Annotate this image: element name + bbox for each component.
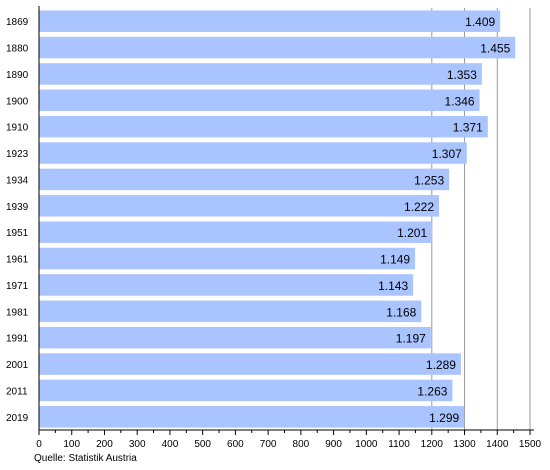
category-label-1951: 1951 xyxy=(6,228,29,239)
bar-1880 xyxy=(39,36,516,59)
x-tick-label-700: 700 xyxy=(260,439,277,450)
category-label-1880: 1880 xyxy=(6,44,29,55)
data-label-1971: 1.143 xyxy=(378,279,408,293)
category-label-1991: 1991 xyxy=(6,334,29,345)
category-label-1869: 1869 xyxy=(6,17,29,28)
x-tick-label-300: 300 xyxy=(129,439,146,450)
x-tick-label-400: 400 xyxy=(162,439,179,450)
data-label-1951: 1.201 xyxy=(397,226,427,240)
bar-1869 xyxy=(39,10,501,32)
category-label-1900: 1900 xyxy=(6,96,29,107)
bar-1923 xyxy=(39,142,467,164)
data-label-2011: 1.263 xyxy=(417,384,447,398)
data-label-1923: 1.307 xyxy=(432,147,462,161)
category-label-1934: 1934 xyxy=(6,175,29,186)
category-label-1961: 1961 xyxy=(6,255,29,266)
bars xyxy=(39,10,516,428)
data-label-1880: 1.455 xyxy=(480,42,510,56)
data-label-1981: 1.168 xyxy=(386,305,416,319)
data-label-1900: 1.346 xyxy=(445,94,475,108)
category-label-1890: 1890 xyxy=(6,70,29,81)
data-label-1910: 1.371 xyxy=(453,121,483,135)
x-tick-label-600: 600 xyxy=(227,439,244,450)
x-axis: 0 100 200 300 400 500 600 700 800 900 1000 1100 1200… xyxy=(36,6,542,450)
x-tick-label-500: 500 xyxy=(194,439,211,450)
bar-1910 xyxy=(39,115,488,138)
bar-2011 xyxy=(39,379,453,402)
x-tick-label-1500: 1500 xyxy=(519,439,542,450)
data-label-1991: 1.197 xyxy=(396,332,426,346)
bar-1991 xyxy=(39,326,431,349)
data-label-1890: 1.353 xyxy=(447,68,477,82)
x-tick-label-0: 0 xyxy=(36,439,42,450)
x-tick-label-1000: 1000 xyxy=(355,439,378,450)
bar-1951 xyxy=(39,221,433,243)
category-label-2001: 2001 xyxy=(6,360,29,371)
data-label-1934: 1.253 xyxy=(414,173,444,187)
bar-1890 xyxy=(39,63,482,85)
bar-1981 xyxy=(39,300,422,323)
x-tick-label-1100: 1100 xyxy=(388,439,410,450)
x-tick-label-900: 900 xyxy=(325,439,342,450)
data-label-1869: 1.409 xyxy=(465,15,495,29)
data-label-2001: 1.289 xyxy=(426,358,456,372)
category-label-1981: 1981 xyxy=(6,307,29,318)
bar-1961 xyxy=(39,247,416,270)
x-tick-label-100: 100 xyxy=(63,439,80,450)
data-label-2019: 1.299 xyxy=(429,411,459,425)
category-label-2019: 2019 xyxy=(6,413,29,424)
bar-1934 xyxy=(39,168,450,191)
source-note: Quelle: Statistik Austria xyxy=(34,453,137,464)
category-label-1939: 1939 xyxy=(6,202,29,213)
bar-1971 xyxy=(39,274,414,296)
data-label-1961: 1.149 xyxy=(380,253,410,267)
category-labels: 1869 1880 1890 1900 1910 1923 1934 1939 1951 1961… xyxy=(6,17,29,424)
x-tick-label-800: 800 xyxy=(293,439,310,450)
x-tick-label-1400: 1400 xyxy=(486,439,509,450)
category-label-1923: 1923 xyxy=(6,149,29,160)
x-tick-label-200: 200 xyxy=(96,439,113,450)
x-tick-label-1200: 1200 xyxy=(421,439,444,450)
bar-2001 xyxy=(39,353,461,375)
x-tick-label-1300: 1300 xyxy=(453,439,476,450)
data-label-1939: 1.222 xyxy=(404,200,434,214)
bar-1900 xyxy=(39,89,480,112)
bar-1939 xyxy=(39,195,440,217)
category-label-1971: 1971 xyxy=(6,281,29,292)
category-label-2011: 2011 xyxy=(6,386,28,397)
bar-2019 xyxy=(39,406,465,428)
category-label-1910: 1910 xyxy=(6,123,29,134)
